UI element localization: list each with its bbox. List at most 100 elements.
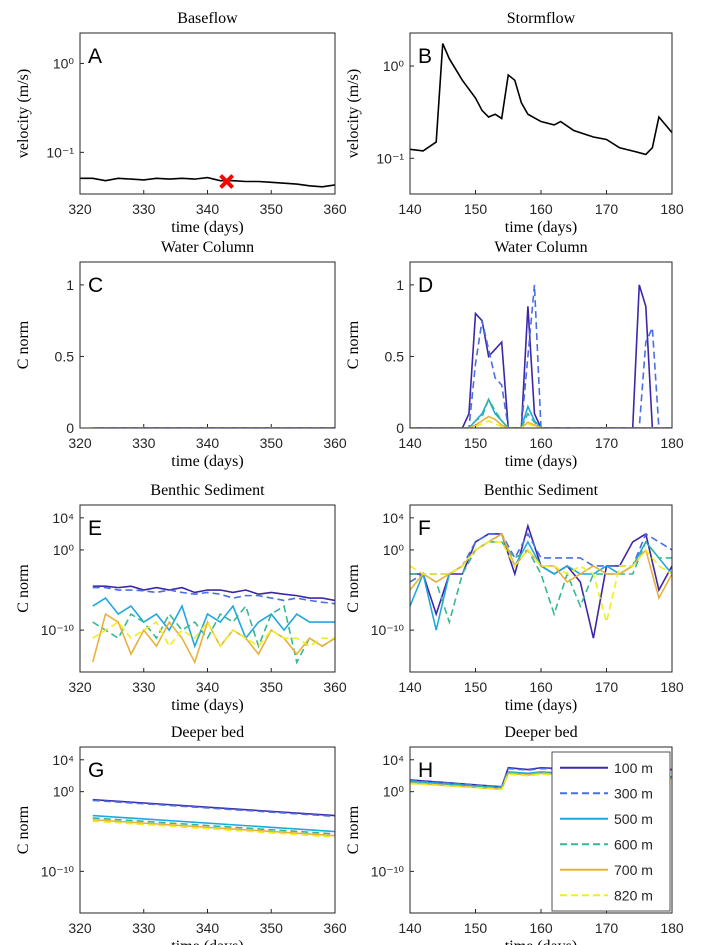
x-tick-label: 350 [260, 435, 284, 451]
x-tick-label: 140 [398, 201, 422, 217]
panel-label: C [88, 274, 103, 297]
x-tick-label: 160 [529, 920, 553, 936]
x-axis-label: time (days) [171, 453, 243, 470]
axes-box [409, 746, 673, 914]
x-tick-label: 180 [660, 920, 684, 936]
axes-background [80, 262, 335, 428]
y-tick-label: 10⁻¹ [376, 150, 404, 166]
series-line [410, 397, 672, 428]
highlight-marker [219, 174, 235, 189]
legend-label: 820 m [614, 887, 653, 903]
series-line [92, 586, 335, 605]
x-tick-label: 330 [132, 920, 156, 936]
y-tick-label: 10⁴ [382, 510, 404, 526]
y-tick-label: 10⁰ [383, 58, 405, 74]
panel-title: Benthic Sediment [150, 482, 265, 499]
series-line [410, 284, 672, 428]
y-axis-label: C norm [15, 805, 32, 854]
x-tick-label: 360 [323, 435, 347, 451]
x-axis-label: time (days) [505, 938, 577, 945]
x-tick-label: 320 [68, 920, 92, 936]
series-line [92, 817, 335, 835]
y-tick-label: 10⁰ [53, 784, 75, 800]
x-tick-label: 360 [323, 920, 347, 936]
plot-area [80, 176, 335, 188]
x-axis-label: time (days) [171, 219, 243, 236]
x-axis-label: time (days) [171, 697, 243, 714]
series-line [92, 818, 335, 837]
x-tick-label: 360 [323, 201, 347, 217]
x-tick-label: 140 [398, 679, 422, 695]
axes-background [410, 262, 672, 428]
y-tick-label: 1 [396, 277, 404, 293]
panel-title: Benthic Sediment [484, 482, 599, 499]
y-tick-label: 10⁻¹⁰ [41, 863, 75, 879]
x-tick-label: 150 [464, 435, 488, 451]
x-tick-label: 170 [595, 920, 619, 936]
panel-label: H [418, 759, 433, 782]
y-tick-label: 10⁴ [382, 752, 404, 768]
x-tick-label: 180 [660, 201, 684, 217]
x-tick-label: 360 [323, 679, 347, 695]
y-tick-label: 10⁴ [52, 510, 74, 526]
legend-box [551, 751, 671, 912]
x-tick-label: 340 [196, 679, 220, 695]
axes-background [80, 33, 335, 194]
series-line [92, 585, 335, 602]
legend-label: 300 m [614, 785, 653, 801]
series-line [92, 799, 335, 818]
x-axis-label: time (days) [171, 938, 243, 945]
plot-area [410, 43, 672, 156]
x-tick-label: 350 [260, 920, 284, 936]
y-tick-label: 0 [66, 420, 74, 436]
plot-area [410, 284, 672, 428]
axes-background [80, 747, 335, 913]
x-tick-label: 160 [529, 201, 553, 217]
panel-title: Water Column [494, 239, 587, 256]
x-tick-label: 150 [464, 679, 488, 695]
panel-label: E [88, 517, 102, 540]
y-tick-label: 1 [66, 277, 74, 293]
y-axis-label: velocity (m/s) [345, 69, 362, 158]
y-tick-label: 10⁻¹ [46, 144, 74, 160]
axes-box [79, 32, 336, 195]
panel-label: B [418, 45, 432, 68]
x-tick-label: 330 [132, 201, 156, 217]
axes-box [409, 32, 673, 195]
y-axis-label: velocity (m/s) [15, 69, 32, 158]
x-tick-label: 340 [196, 920, 220, 936]
y-tick-label: 10⁻¹⁰ [41, 622, 75, 638]
axes-box [79, 746, 336, 914]
panel-title: Baseflow [177, 10, 238, 27]
series-line [410, 284, 672, 428]
y-tick-label: 10⁰ [53, 55, 75, 71]
y-tick-label: 10⁰ [53, 542, 75, 558]
panel-title: Deeper bed [504, 724, 577, 741]
legend-label: 500 m [614, 811, 653, 827]
series-line [410, 415, 672, 428]
y-tick-label: 10⁰ [383, 542, 405, 558]
x-tick-label: 320 [68, 679, 92, 695]
x-tick-label: 170 [595, 201, 619, 217]
y-tick-label: 0 [396, 420, 404, 436]
legend-label: 700 m [614, 862, 653, 878]
y-tick-label: 0.5 [385, 348, 405, 364]
axes-box [409, 261, 673, 429]
panel-label: G [88, 759, 104, 782]
legend-label: 600 m [614, 836, 653, 852]
series-line [92, 814, 335, 833]
x-tick-label: 180 [660, 679, 684, 695]
series-line [92, 604, 335, 665]
x-axis-label: time (days) [505, 219, 577, 236]
series-line [92, 620, 335, 648]
y-tick-label: 10⁻¹⁰ [371, 863, 405, 879]
y-tick-label: 10⁻¹⁰ [371, 622, 405, 638]
x-tick-label: 340 [196, 201, 220, 217]
x-tick-label: 340 [196, 435, 220, 451]
panel-label: A [88, 45, 102, 68]
panel-title: Stormflow [507, 10, 576, 27]
x-axis-label: time (days) [505, 453, 577, 470]
